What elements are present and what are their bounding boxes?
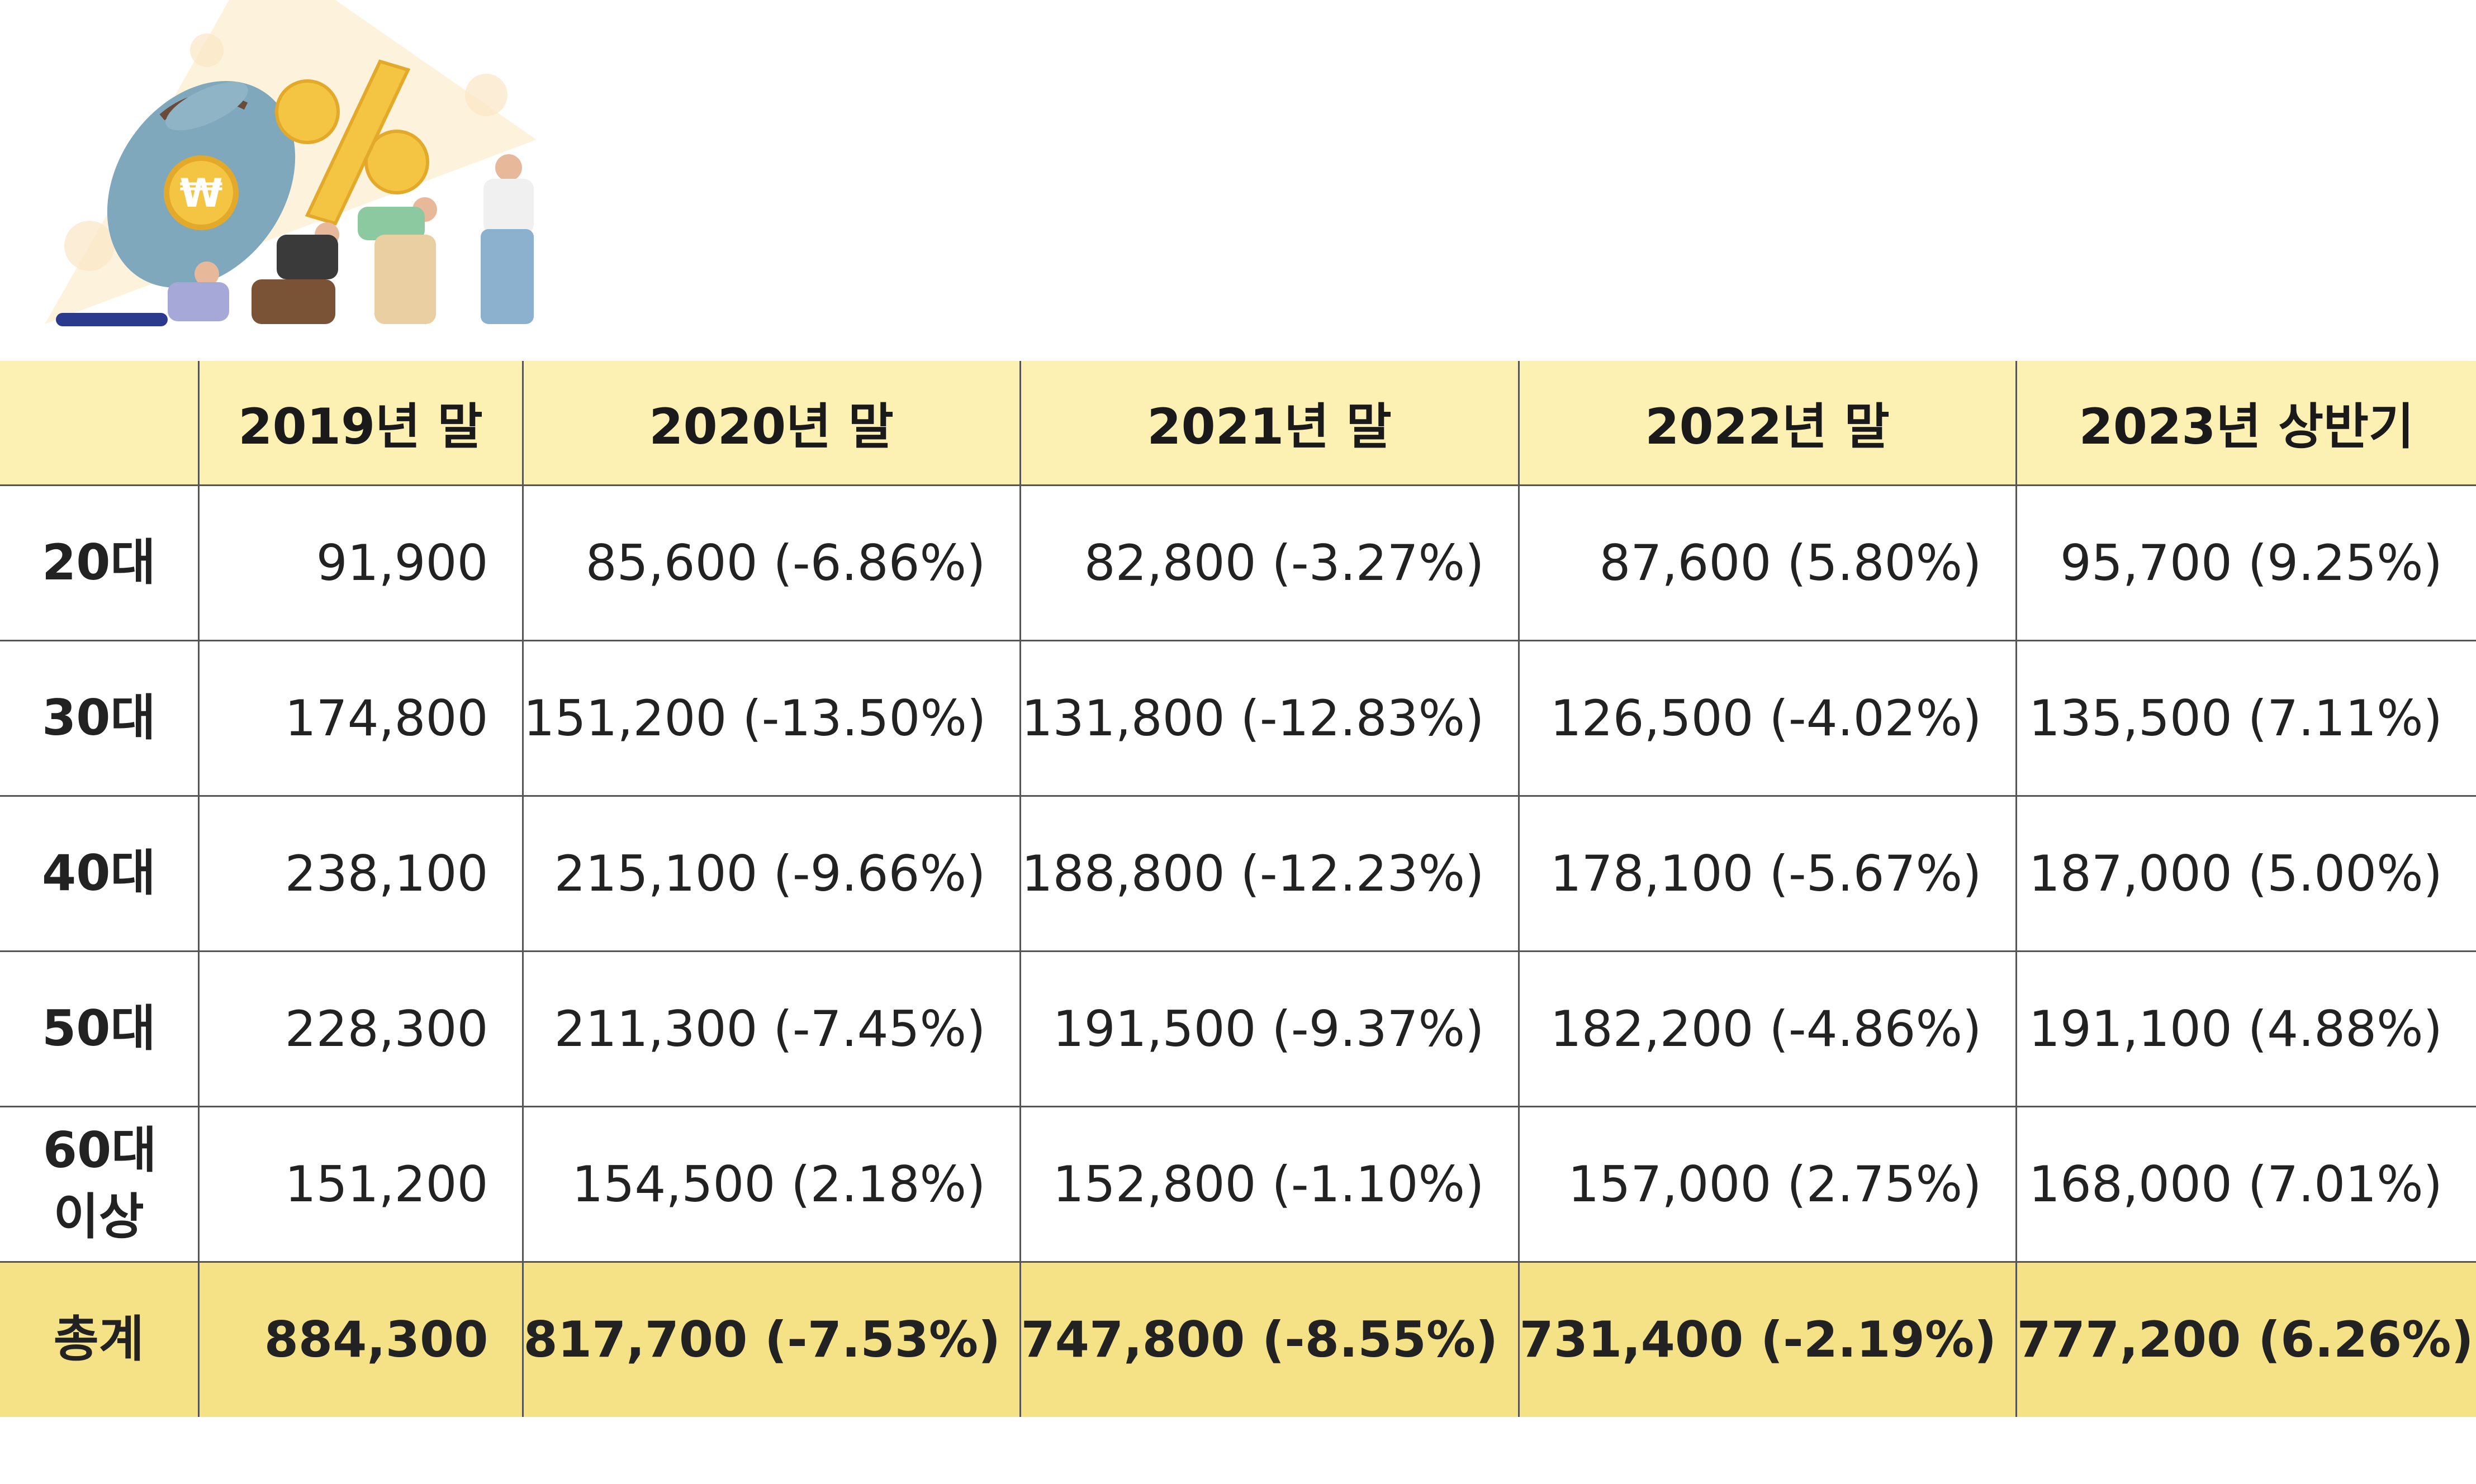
total-cell: 747,800 (-8.55%) xyxy=(1019,1261,1520,1417)
table-cell: 95,700 (9.25%) xyxy=(2015,484,2476,641)
age-group-table: 2019년 말 2020년 말 2021년 말 2022년 말 2023년 상반… xyxy=(0,361,2476,1417)
row-label-30s: 30대 xyxy=(0,639,200,797)
header-2023-h1: 2023년 상반기 xyxy=(2015,361,2476,486)
table-cell: 85,600 (-6.86%) xyxy=(521,484,1021,641)
total-cell: 817,700 (-7.53%) xyxy=(521,1261,1021,1417)
table-cell: 174,800 xyxy=(197,639,524,797)
table-cell: 154,500 (2.18%) xyxy=(521,1105,1021,1263)
table-cell: 215,100 (-9.66%) xyxy=(521,795,1021,952)
table-cell: 87,600 (5.80%) xyxy=(1517,484,2017,641)
row-label-20s: 20대 xyxy=(0,484,200,641)
table-cell: 135,500 (7.11%) xyxy=(2015,639,2476,797)
row-label-total: 총계 xyxy=(0,1261,200,1417)
header-row: 2019년 말 2020년 말 2021년 말 2022년 말 2023년 상반… xyxy=(0,361,2476,486)
table-cell: 178,100 (-5.67%) xyxy=(1517,795,2017,952)
total-row: 총계 884,300 817,700 (-7.53%) 747,800 (-8.… xyxy=(0,1261,2476,1417)
table-cell: 151,200 (-13.50%) xyxy=(521,639,1021,797)
svg-text:₩: ₩ xyxy=(179,170,222,216)
header-2019: 2019년 말 xyxy=(197,361,524,486)
table-cell: 182,200 (-4.86%) xyxy=(1517,950,2017,1107)
table-row: 40대 238,100 215,100 (-9.66%) 188,800 (-1… xyxy=(0,795,2476,952)
row-label-60s-plus: 60대 이상 xyxy=(0,1105,200,1263)
header-2022: 2022년 말 xyxy=(1517,361,2017,486)
table-cell: 126,500 (-4.02%) xyxy=(1517,639,2017,797)
total-cell: 777,200 (6.26%) xyxy=(2015,1261,2476,1417)
table-cell: 238,100 xyxy=(197,795,524,952)
total-cell: 884,300 xyxy=(197,1261,524,1417)
table-cell: 151,200 xyxy=(197,1105,524,1263)
table-cell: 82,800 (-3.27%) xyxy=(1019,484,1520,641)
table-cell: 157,000 (2.75%) xyxy=(1517,1105,2017,1263)
table-cell: 211,300 (-7.45%) xyxy=(521,950,1021,1107)
table-cell: 187,000 (5.00%) xyxy=(2015,795,2476,952)
table-cell: 91,900 xyxy=(197,484,524,641)
row-label-40s: 40대 xyxy=(0,795,200,952)
table-cell: 228,300 xyxy=(197,950,524,1107)
table-cell: 191,500 (-9.37%) xyxy=(1019,950,1520,1107)
table-cell: 131,800 (-12.83%) xyxy=(1019,639,1520,797)
header-blank xyxy=(0,361,200,486)
table-cell: 152,800 (-1.10%) xyxy=(1019,1105,1520,1263)
table-cell: 168,000 (7.01%) xyxy=(2015,1105,2476,1263)
row-label-50s: 50대 xyxy=(0,950,200,1107)
row-label-text: 60대 이상 xyxy=(42,1121,157,1245)
table-row: 50대 228,300 211,300 (-7.45%) 191,500 (-9… xyxy=(0,950,2476,1107)
total-cell: 731,400 (-2.19%) xyxy=(1517,1261,2017,1417)
money-bag-percent-people-illustration: ₩ xyxy=(22,0,570,335)
header-2020: 2020년 말 xyxy=(521,361,1021,486)
table-row: 60대 이상 151,200 154,500 (2.18%) 152,800 (… xyxy=(0,1105,2476,1263)
table-cell: 188,800 (-12.23%) xyxy=(1019,795,1520,952)
table-cell: 191,100 (4.88%) xyxy=(2015,950,2476,1107)
table-row: 20대 91,900 85,600 (-6.86%) 82,800 (-3.27… xyxy=(0,484,2476,641)
header-2021: 2021년 말 xyxy=(1019,361,1520,486)
table-row: 30대 174,800 151,200 (-13.50%) 131,800 (-… xyxy=(0,639,2476,797)
